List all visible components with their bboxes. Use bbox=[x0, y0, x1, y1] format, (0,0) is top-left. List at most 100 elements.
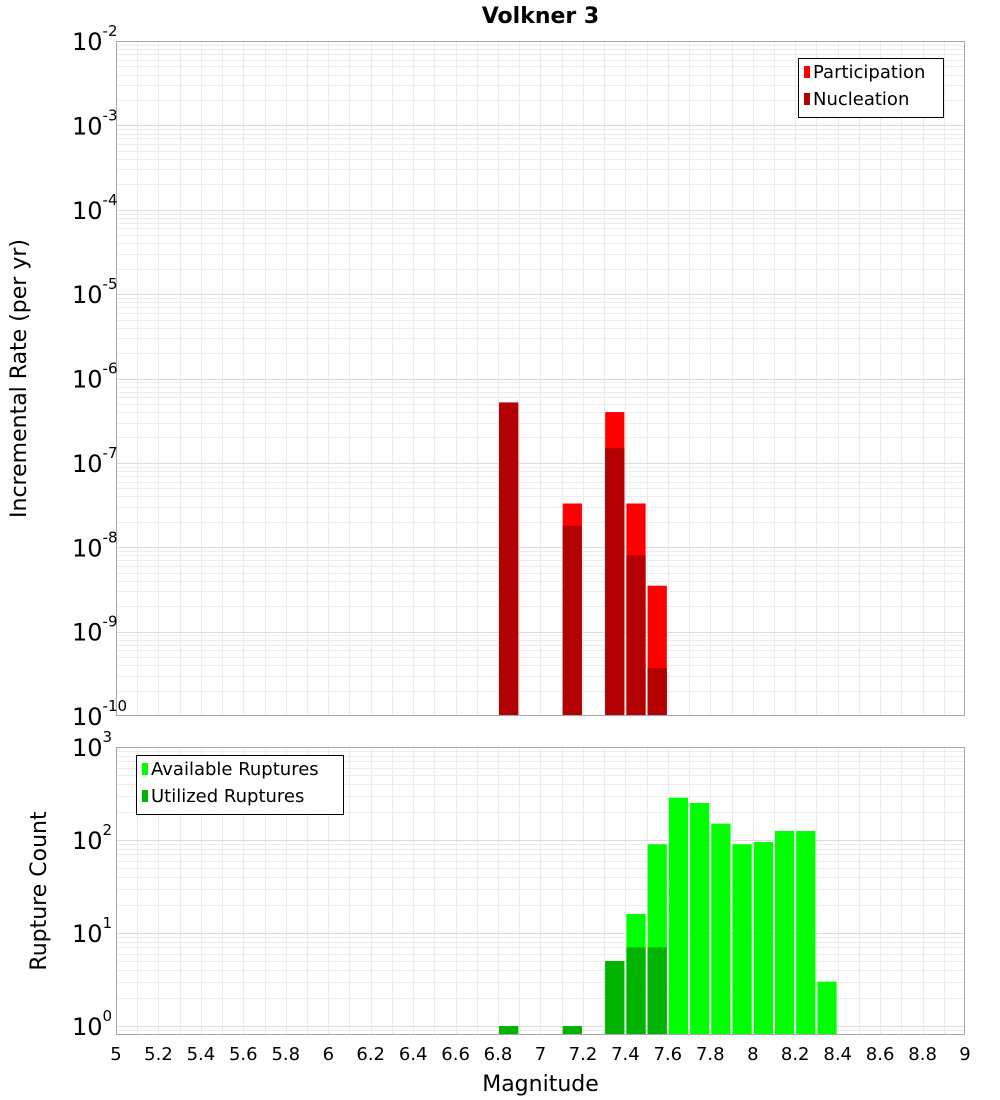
x-tick-label: 5.4 bbox=[187, 1044, 216, 1065]
count-bar-1-7 bbox=[690, 802, 710, 1035]
rate-ytick-label: 10-5 bbox=[72, 275, 118, 309]
count-plot-border bbox=[116, 747, 965, 1035]
x-tick-label: 6.4 bbox=[399, 1044, 428, 1065]
count-ytick-label: 100 bbox=[72, 1007, 112, 1041]
rate-y-axis-label: Incremental Rate (per yr) bbox=[7, 239, 32, 518]
rate-grid-vertical bbox=[137, 41, 945, 716]
rate-ytick-exp: -10 bbox=[103, 697, 128, 715]
count-bar-1-12 bbox=[796, 830, 816, 1035]
rate-ytick-label: 10-3 bbox=[72, 106, 118, 140]
rate-ytick-exp: -8 bbox=[103, 528, 118, 546]
rate-legend-box bbox=[798, 58, 944, 118]
x-tick-label: 8.4 bbox=[823, 1044, 852, 1065]
count-bar-2-4 bbox=[626, 947, 646, 1035]
count-bar-1-11 bbox=[774, 830, 795, 1035]
rate-ytick-label: 10-8 bbox=[72, 528, 118, 562]
x-tick-label: 7 bbox=[535, 1044, 546, 1065]
count-legend-box bbox=[136, 755, 344, 815]
count-legend-swatch-1 bbox=[142, 763, 148, 775]
rate-bar-2-2 bbox=[562, 525, 582, 716]
x-tick-label: 7.6 bbox=[653, 1044, 682, 1065]
rate-ytick-label: 10-10 bbox=[72, 697, 127, 731]
rate-bar-2-1 bbox=[499, 402, 519, 716]
rate-ytick-exp: -9 bbox=[103, 613, 118, 631]
count-ytick-exp: 3 bbox=[103, 728, 113, 746]
count-ytick-base: 10 bbox=[72, 827, 103, 855]
x-tick-label: 9 bbox=[959, 1044, 970, 1065]
rate-ytick-base: 10 bbox=[72, 281, 103, 309]
x-tick-label: 5.6 bbox=[229, 1044, 258, 1065]
count-bar-2-3 bbox=[605, 960, 625, 1035]
count-bar-2-2 bbox=[562, 1025, 582, 1035]
rate-ytick-exp: -2 bbox=[103, 22, 118, 40]
count-bar-1-10 bbox=[753, 842, 773, 1035]
rate-ytick-label: 10-7 bbox=[72, 444, 118, 478]
rate-ytick-exp: -4 bbox=[103, 191, 118, 209]
rate-ytick-base: 10 bbox=[72, 450, 103, 478]
x-tick-label: 6.6 bbox=[441, 1044, 470, 1065]
count-y-axis-label: Rupture Count bbox=[27, 811, 52, 971]
rate-grid-horizontal bbox=[116, 45, 965, 692]
count-ytick-exp: 2 bbox=[103, 821, 113, 839]
count-bar-1-9 bbox=[732, 844, 752, 1035]
rate-ytick-base: 10 bbox=[72, 28, 103, 56]
x-tick-label: 5.8 bbox=[271, 1044, 300, 1065]
rate-ytick-base: 10 bbox=[72, 703, 103, 731]
rate-bar-2-5 bbox=[647, 668, 667, 716]
x-tick-label: 8.8 bbox=[908, 1044, 937, 1065]
rate-ytick-exp: -5 bbox=[103, 275, 118, 293]
x-tick-label: 8.2 bbox=[781, 1044, 810, 1065]
count-series-2 bbox=[499, 947, 667, 1035]
count-ytick-exp: 1 bbox=[103, 914, 113, 932]
rate-ytick-label: 10-9 bbox=[72, 613, 118, 647]
x-tick-label: 5.2 bbox=[144, 1044, 173, 1065]
count-ytick-exp: 0 bbox=[103, 1007, 113, 1025]
rate-ytick-base: 10 bbox=[72, 112, 103, 140]
rate-ytick-label: 10-2 bbox=[72, 22, 118, 56]
count-ytick-label: 102 bbox=[72, 821, 112, 855]
x-tick-label: 5 bbox=[110, 1044, 121, 1065]
rate-plot-border bbox=[116, 41, 965, 716]
x-tick-label: 7.2 bbox=[569, 1044, 598, 1065]
count-bar-2-1 bbox=[499, 1025, 519, 1035]
count-grid-horizontal bbox=[116, 751, 965, 1031]
x-tick-label: 7.4 bbox=[611, 1044, 640, 1065]
x-tick-label: 6 bbox=[323, 1044, 334, 1065]
rate-ytick-base: 10 bbox=[72, 197, 103, 225]
count-bar-1-8 bbox=[711, 823, 731, 1035]
chart-title: Volkner 3 bbox=[482, 4, 600, 29]
rate-bar-2-3 bbox=[605, 448, 625, 716]
count-bar-2-5 bbox=[647, 947, 667, 1035]
x-tick-label: 6.2 bbox=[356, 1044, 385, 1065]
rate-legend-swatch-1 bbox=[804, 66, 810, 78]
x-tick-label: 6.8 bbox=[484, 1044, 513, 1065]
rate-ytick-exp: -3 bbox=[103, 106, 118, 124]
count-ytick-base: 10 bbox=[72, 1013, 103, 1041]
rate-ytick-exp: -7 bbox=[103, 444, 118, 462]
count-legend-label-1: Available Ruptures bbox=[151, 759, 319, 780]
rate-legend-swatch-2 bbox=[804, 93, 810, 105]
x-tick-label: 8 bbox=[747, 1044, 758, 1065]
count-ytick-base: 10 bbox=[72, 920, 103, 948]
rate-legend-label-2: Nucleation bbox=[813, 89, 909, 110]
x-tick-label: 8.6 bbox=[866, 1044, 895, 1065]
count-ytick-base: 10 bbox=[72, 734, 103, 762]
rate-ytick-label: 10-6 bbox=[72, 360, 118, 394]
rate-ytick-base: 10 bbox=[72, 366, 103, 394]
count-ytick-label: 103 bbox=[72, 728, 112, 762]
count-ytick-label: 101 bbox=[72, 914, 112, 948]
count-legend-label-2: Utilized Ruptures bbox=[151, 786, 304, 807]
rate-ytick-exp: -6 bbox=[103, 360, 118, 378]
rate-ytick-base: 10 bbox=[72, 619, 103, 647]
count-bar-1-6 bbox=[668, 797, 689, 1035]
rate-bar-2-4 bbox=[626, 555, 646, 716]
count-legend-swatch-2 bbox=[142, 790, 148, 802]
rate-ytick-label: 10-4 bbox=[72, 191, 118, 225]
x-axis-label: Magnitude bbox=[482, 1072, 599, 1097]
x-tick-label: 7.8 bbox=[696, 1044, 725, 1065]
rate-ytick-base: 10 bbox=[72, 534, 103, 562]
rate-legend-label-1: Participation bbox=[813, 62, 925, 83]
count-bar-1-13 bbox=[817, 981, 837, 1035]
